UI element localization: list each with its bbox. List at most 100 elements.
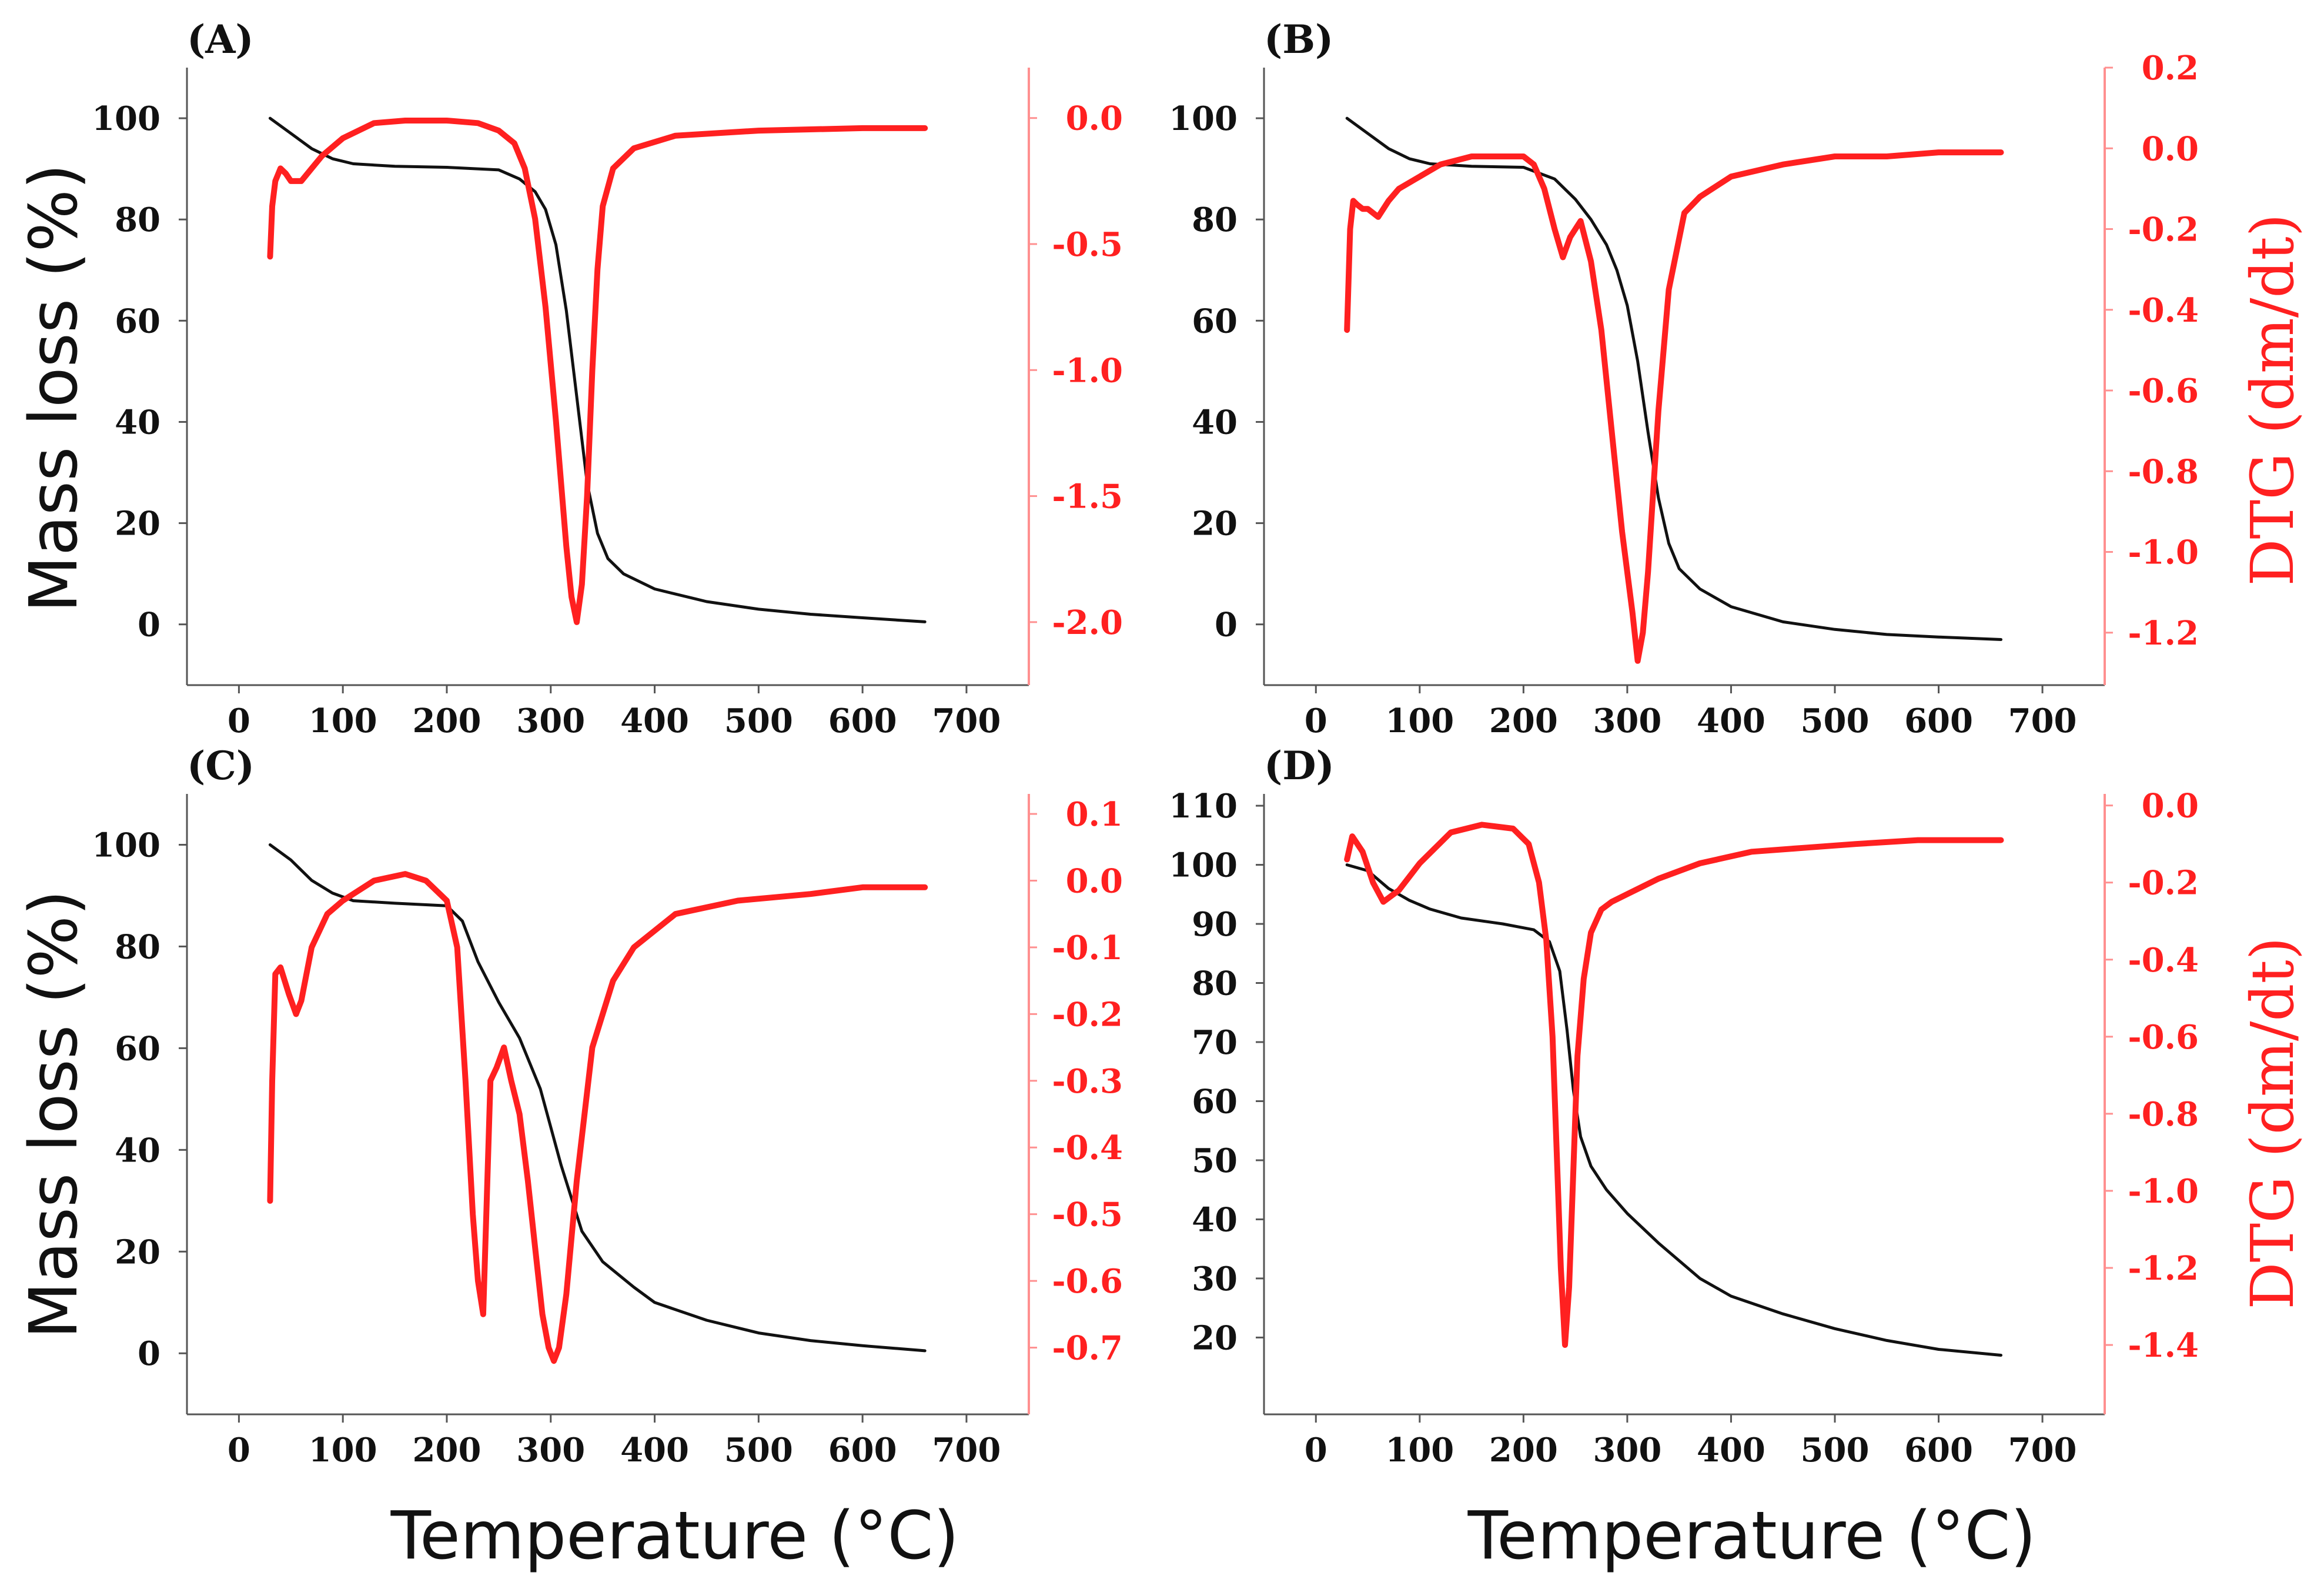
right-tick-label: -1.0 (2128, 533, 2199, 572)
right-tick-label: -0.4 (2128, 941, 2199, 980)
left-tick-label: 110 (1169, 787, 1238, 826)
dtg-series-line (1344, 149, 2004, 664)
right-axis-title-bottom: DTG (dm/dt) (2238, 937, 2307, 1309)
left-tick-label: 60 (1192, 1082, 1238, 1121)
left-tick-label: 60 (1192, 302, 1238, 340)
right-tick-label: -0.4 (2128, 291, 2199, 330)
left-tick-label: 80 (115, 927, 160, 966)
right-tick-label: 0.0 (2142, 787, 2199, 826)
x-tick-label: 300 (516, 702, 585, 740)
x-tick-label: 200 (413, 1431, 481, 1470)
panel-d: (D) 0 100 200 300 400 500 600 700 20 30 40 50 60 70 80 9… (1169, 743, 2199, 1470)
x-tick-label: 400 (1697, 1431, 1765, 1470)
x-tick-label: 700 (2008, 702, 2077, 740)
left-axis-title-top: Mass loss (%) (16, 163, 92, 612)
x-tick-label: 100 (309, 1431, 377, 1470)
left-tick-label: 40 (1192, 403, 1238, 442)
left-axis-title-bottom: Mass loss (%) (16, 890, 92, 1338)
x-tick-label: 0 (228, 1431, 250, 1470)
panel-label: (A) (187, 16, 254, 62)
left-tick-label: 0 (138, 606, 160, 645)
left-tick-label: 80 (1192, 201, 1238, 239)
right-tick-label: 0.0 (1066, 99, 1123, 138)
right-tick-label: -0.5 (1052, 1196, 1123, 1234)
mass-loss-series-line (268, 116, 927, 623)
right-tick-label: -0.6 (2128, 372, 2199, 410)
x-tick-label: 200 (1489, 702, 1558, 740)
x-tick-label: 700 (2008, 1431, 2077, 1470)
right-axis-title-top: DTG (dm/dt) (2238, 213, 2307, 586)
dtg-series-line (267, 871, 928, 1364)
right-tick-label: 0.0 (1066, 862, 1123, 900)
dtg-series-line (267, 118, 928, 625)
left-tick-label: 80 (115, 201, 160, 239)
right-tick-label: -1.2 (2128, 614, 2199, 653)
left-tick-label: 90 (1192, 905, 1238, 944)
left-tick-label: 0 (138, 1334, 160, 1373)
panel-a: (A) 0 100 200 300 400 500 600 700 0 20 40 60 80 100 0.0… (92, 16, 1123, 740)
right-tick-label: -0.8 (2128, 452, 2199, 491)
x-tick-label: 500 (724, 1431, 793, 1470)
left-tick-label: 100 (1169, 846, 1238, 885)
panel-b: (B) 0 100 200 300 400 500 600 700 0 20 40 60 80 100 0.2… (1169, 16, 2199, 740)
x-tick-label: 100 (1385, 1431, 1454, 1470)
right-tick-label: -0.3 (1052, 1062, 1123, 1101)
left-tick-label: 0 (1215, 606, 1238, 645)
right-tick-label: -0.2 (2128, 211, 2199, 249)
right-tick-label: 0.1 (1066, 795, 1123, 834)
left-tick-label: 20 (115, 1233, 160, 1271)
x-tick-label: 200 (413, 702, 481, 740)
panel-label: (C) (187, 743, 255, 789)
x-tick-label: 400 (620, 1431, 689, 1470)
right-tick-label: -0.2 (1052, 995, 1123, 1034)
x-axis-title-left: Temperature (°C) (390, 1498, 959, 1574)
x-tick-label: 100 (1385, 702, 1454, 740)
right-tick-label: -0.1 (1052, 929, 1123, 967)
left-tick-label: 30 (1192, 1260, 1238, 1298)
x-tick-label: 300 (1593, 702, 1661, 740)
x-tick-label: 300 (1593, 1431, 1661, 1470)
mass-loss-series-line (268, 843, 927, 1353)
left-tick-label: 80 (1192, 964, 1238, 1003)
left-tick-label: 40 (115, 403, 160, 442)
x-tick-label: 0 (1305, 702, 1327, 740)
x-tick-label: 0 (228, 702, 250, 740)
right-tick-label: -0.4 (1052, 1129, 1123, 1167)
mass-loss-series-line (1345, 863, 2002, 1357)
x-tick-label: 100 (309, 702, 377, 740)
left-tick-label: 20 (1192, 1318, 1238, 1357)
x-tick-label: 400 (1697, 702, 1765, 740)
right-tick-label: 0.0 (2142, 129, 2199, 168)
left-tick-label: 100 (92, 826, 160, 864)
panel-label: (D) (1264, 743, 1335, 789)
panel-c: (C) 0 100 200 300 400 500 600 700 0 20 40 60 80 100 0.1… (92, 743, 1123, 1470)
right-tick-label: 0.2 (2142, 49, 2199, 88)
right-tick-label: -1.4 (2128, 1326, 2199, 1365)
x-tick-label: 700 (932, 702, 1001, 740)
left-tick-label: 100 (92, 99, 160, 138)
x-tick-label: 600 (828, 1431, 897, 1470)
right-tick-label: -0.2 (2128, 864, 2199, 903)
right-tick-label: -0.6 (1052, 1262, 1123, 1301)
right-tick-label: -0.7 (1052, 1329, 1123, 1368)
x-tick-label: 600 (1904, 702, 1973, 740)
left-tick-label: 40 (115, 1131, 160, 1170)
x-tick-label: 300 (516, 1431, 585, 1470)
x-tick-label: 400 (620, 702, 689, 740)
left-tick-label: 50 (1192, 1141, 1238, 1180)
x-tick-label: 600 (828, 702, 897, 740)
right-tick-label: -0.8 (2128, 1095, 2199, 1134)
x-tick-label: 200 (1489, 1431, 1558, 1470)
left-tick-label: 60 (115, 1029, 160, 1068)
panel-label: (B) (1264, 16, 1333, 62)
right-tick-label: -0.6 (2128, 1018, 2199, 1057)
right-tick-label: -1.2 (2128, 1249, 2199, 1288)
right-tick-label: -1.0 (2128, 1172, 2199, 1211)
right-tick-label: -2.0 (1052, 603, 1123, 642)
left-tick-label: 70 (1192, 1023, 1238, 1062)
x-tick-label: 0 (1305, 1431, 1327, 1470)
x-tick-label: 500 (1801, 702, 1870, 740)
right-tick-label: -1.5 (1052, 478, 1123, 516)
x-axis-title-right: Temperature (°C) (1467, 1498, 2037, 1574)
